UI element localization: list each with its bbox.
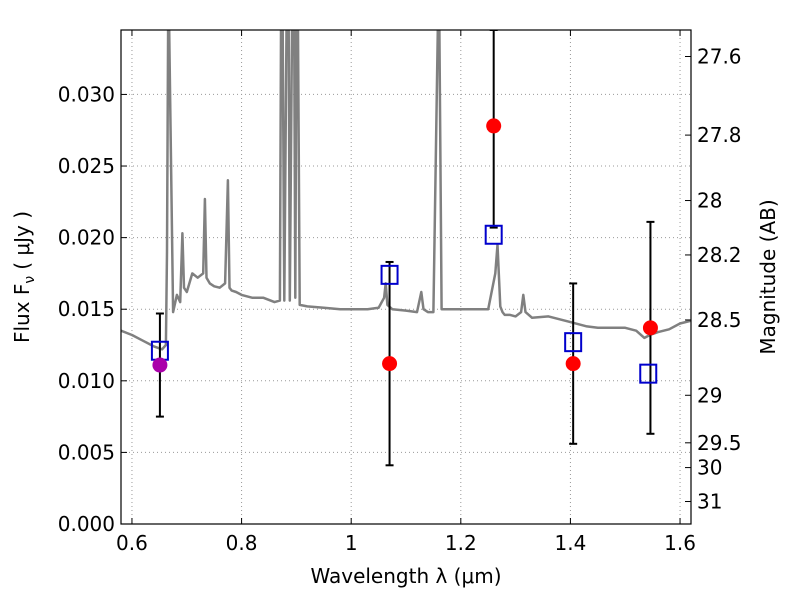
observed-point: [382, 356, 398, 372]
x-tick-label: 0.8: [226, 531, 258, 555]
model-band-point: [564, 332, 583, 353]
y-tick-label: 0.030: [58, 82, 115, 106]
y-tick-label: 0.015: [58, 297, 115, 321]
plot-frame: [120, 29, 692, 525]
right-tick-label: 27.8: [697, 123, 742, 147]
right-tick-label: 28: [697, 189, 722, 213]
right-tick-label: 28.2: [697, 243, 742, 267]
observed-point: [152, 357, 168, 373]
y-tick-label: 0.020: [58, 226, 115, 250]
right-tick-label: 29.5: [697, 431, 742, 455]
y-axis-title: Flux Fν ( μJy ): [10, 211, 38, 343]
x-axis-title: Wavelength λ (μm): [310, 564, 501, 588]
model-band-point: [484, 224, 503, 245]
observed-point: [486, 118, 502, 134]
tick-layer: 0.6 0.8 1 1.2 1.4 1.6 0.000 0.005 0.010 0.015 0.02…: [58, 30, 742, 555]
y-tick-label: 0.025: [58, 154, 115, 178]
y-axis-title-sub: ν: [22, 276, 38, 284]
x-tick-label: 0.6: [116, 531, 148, 555]
x-tick-label: 1.4: [555, 531, 587, 555]
plot-layer: [121, 30, 691, 467]
right-tick-label: 30: [697, 456, 722, 480]
observed-point: [565, 356, 581, 372]
model-band-point: [639, 363, 658, 384]
y-axis-title-main: Flux F: [10, 284, 34, 343]
right-axis-title: Magnitude (AB): [756, 199, 780, 354]
right-tick-label: 27.6: [697, 44, 742, 68]
y-tick-label: 0.000: [58, 512, 115, 536]
right-tick-label: 29: [697, 383, 722, 407]
right-tick-label: 31: [697, 490, 722, 514]
observed-point: [642, 320, 658, 336]
y-tick-label: 0.005: [58, 440, 115, 464]
model-spectrum-line: [121, 30, 691, 351]
x-tick-label: 1.2: [445, 531, 477, 555]
x-tick-label: 1: [345, 531, 358, 555]
model-band-point: [380, 264, 399, 285]
x-tick-label: 1.6: [664, 531, 696, 555]
y-axis-title-units: ( μJy ): [10, 211, 34, 270]
right-tick-label: 28.5: [697, 308, 742, 332]
y-tick-label: 0.010: [58, 369, 115, 393]
